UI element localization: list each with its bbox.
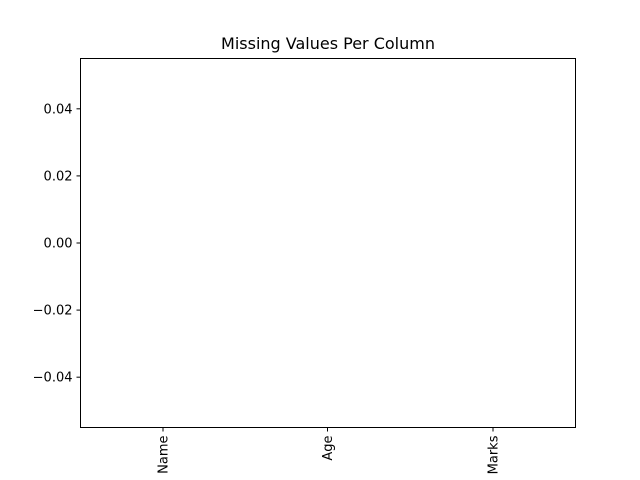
- x-tick-label-marks: Marks: [487, 435, 502, 474]
- y-tick-label: 0.00: [44, 237, 73, 252]
- x-axis-ticks: Name Age Marks: [157, 427, 502, 474]
- x-tick-label-age: Age: [321, 436, 336, 461]
- y-tick-label: 0.02: [44, 169, 73, 184]
- y-tick-label: 0.04: [44, 102, 73, 117]
- x-tick-label-name: Name: [157, 436, 172, 474]
- plot-frame: [80, 58, 576, 428]
- chart-title: Missing Values Per Column: [221, 34, 435, 53]
- y-tick-label: −0.04: [33, 371, 73, 386]
- y-tick-label: −0.02: [33, 304, 73, 319]
- y-axis-ticks: 0.04 0.02 0.00 −0.02 −0.04: [33, 102, 81, 386]
